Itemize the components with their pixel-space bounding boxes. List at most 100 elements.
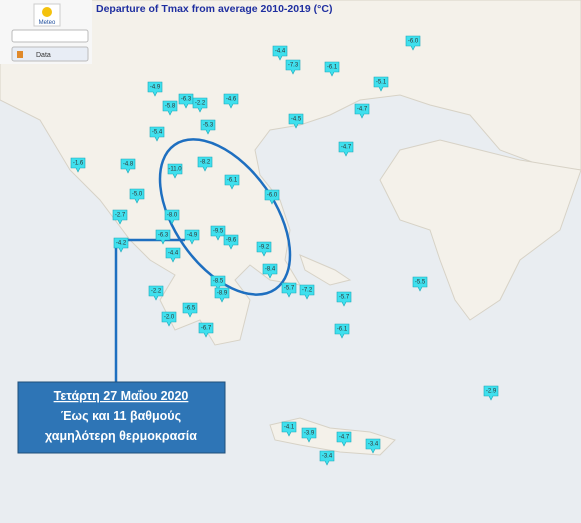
station-value: -8.2 [200,160,211,166]
station-value: -9.2 [259,245,270,251]
station-marker [147,81,163,97]
station-marker [264,189,280,205]
station-value: -4.7 [339,435,350,441]
station-marker [288,113,304,129]
station-value: -6.3 [158,233,169,239]
station-value: -5.7 [284,286,295,292]
station-value: -4.6 [226,97,237,103]
station-marker [223,93,239,109]
station-marker [483,385,499,401]
station-marker [164,209,180,225]
station-marker [178,93,194,109]
station-marker [184,229,200,245]
map-title: Departure of Tmax from average 2010-2019… [96,3,332,15]
station-value: -4.2 [116,241,127,247]
station-value: -4.9 [150,85,161,91]
station-value: -4.4 [168,251,179,257]
station-value: -6.7 [201,326,212,332]
station-value: -4.7 [357,107,368,113]
station-value: -3.4 [368,442,379,448]
data-button-label: Data [36,52,51,59]
station-value: -2.2 [195,101,206,107]
highlight-ellipse [158,138,292,296]
station-marker [354,103,370,119]
station-marker [256,241,272,257]
station-marker [272,45,288,61]
station-value: -4.5 [291,117,302,123]
station-value: -8.4 [265,267,276,273]
station-value: -5.0 [132,192,143,198]
station-value: -1.6 [73,161,84,167]
station-marker [149,126,165,142]
annotation-line: Έως και 11 βαθμούς [61,409,181,423]
annotation-line: Τετάρτη 27 Μαΐου 2020 [54,389,189,403]
station-value: -8.0 [167,213,178,219]
station-marker [113,237,129,253]
logo-sun [42,7,52,17]
station-marker [336,291,352,307]
station-value: -6.1 [227,178,238,184]
station-marker [182,302,198,318]
station-marker [412,276,428,292]
station-value: -2.0 [164,315,175,321]
station-value: -4.4 [275,49,286,55]
station-value: -5.4 [152,130,163,136]
asia-minor [379,139,581,321]
station-value: -8.5 [213,279,224,285]
station-value: -5.3 [203,123,214,129]
station-marker [198,322,214,338]
station-marker [120,158,136,174]
station-value: -5.5 [415,280,426,286]
station-value: -9.5 [213,229,224,235]
station-value: -4.9 [187,233,198,239]
station-value: -6.5 [185,306,196,312]
station-marker [214,287,230,303]
station-marker [129,188,145,204]
station-marker [210,225,226,241]
station-value: -6.1 [327,65,338,71]
station-marker [224,174,240,190]
station-marker [192,97,208,113]
station-value: -6.0 [267,193,278,199]
data-button[interactable] [11,46,89,62]
station-marker [161,311,177,327]
station-marker [334,323,350,339]
station-marker [197,156,213,172]
station-value: -5.1 [376,80,387,86]
station-marker [405,35,421,51]
station-value: -6.3 [181,97,192,103]
station-marker [70,157,86,173]
station-value: -2.2 [151,289,162,295]
station-value: -9.6 [226,238,237,244]
station-value: -8.9 [217,291,228,297]
station-value: -4.1 [284,425,295,431]
station-value: -3.9 [304,431,315,437]
station-marker [281,282,297,298]
station-marker [319,450,335,466]
station-value: -7.2 [302,288,313,294]
station-marker [338,141,354,157]
station-marker [301,427,317,443]
station-marker [223,234,239,250]
annotation-line: χαμηλότερη θερμοκρασία [45,429,197,443]
crete [269,417,396,456]
station-value: -2.9 [486,389,497,395]
data-icon [17,51,23,58]
station-value: -4.7 [341,145,352,151]
station-marker [281,421,297,437]
station-marker [336,431,352,447]
station-value: -4.8 [123,162,134,168]
station-marker [112,209,128,225]
logo-text: Meteo [39,20,56,26]
station-marker [148,285,164,301]
station-marker [200,119,216,135]
euboea [299,254,352,286]
search-box[interactable] [11,29,89,43]
station-value: -7.3 [288,63,299,69]
station-marker [167,163,183,179]
station-value: -3.4 [322,454,333,460]
station-marker [365,438,381,454]
station-value: -2.7 [115,213,126,219]
